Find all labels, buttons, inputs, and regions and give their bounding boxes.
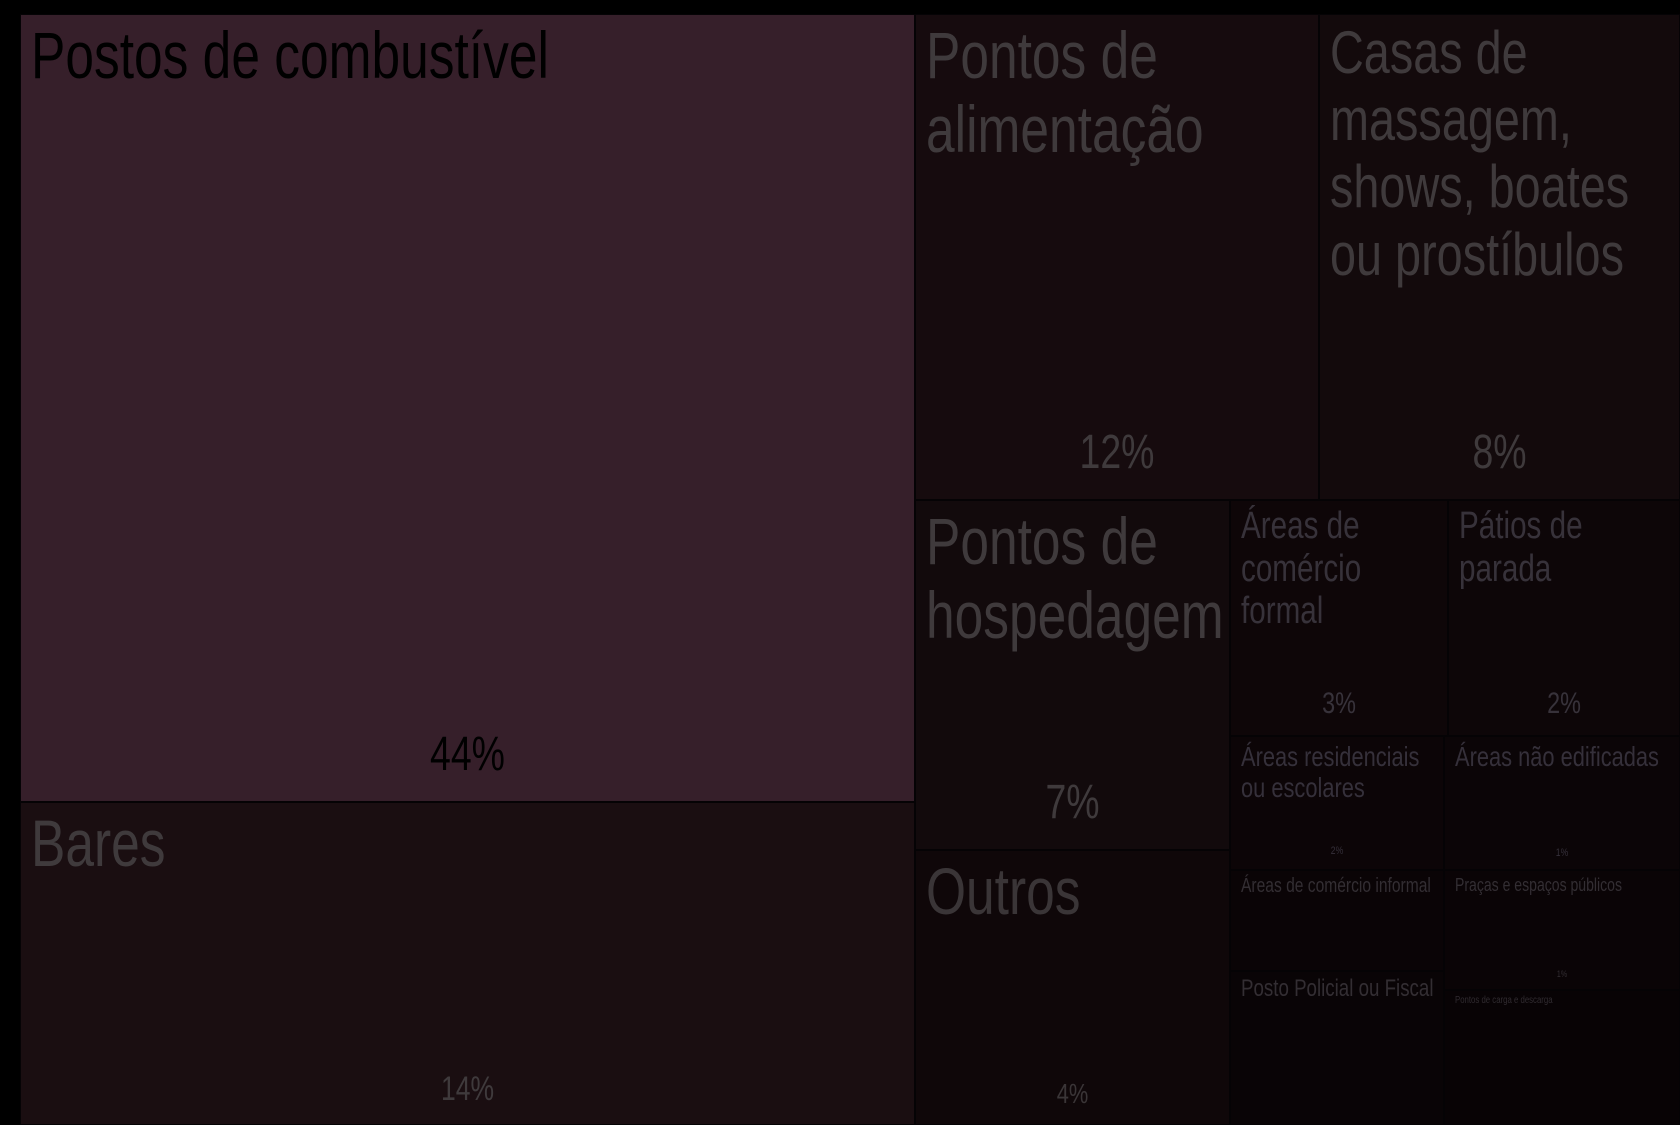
- tile-value-label: 2%: [1547, 687, 1581, 720]
- tile-value-label: 7%: [1045, 776, 1100, 829]
- treemap-tile-patios-de-parada: Pátios de parada 2%: [1448, 500, 1680, 736]
- treemap-chart: Postos de combustível 44% Bares 14% Pontos d…: [20, 14, 1680, 1125]
- tile-label: Pátios de parada: [1459, 505, 1583, 590]
- treemap-tile-bares: Bares 14%: [20, 802, 915, 1125]
- treemap-tile-pontos-de-alimentacao: Pontos de alimentação 12%: [915, 14, 1319, 500]
- tile-value-label: 1%: [1555, 847, 1569, 859]
- tile-label: Bares: [31, 806, 166, 880]
- tile-label: Áreas residenciais ou escolares: [1241, 741, 1420, 804]
- tile-value-label: 3%: [1322, 687, 1356, 720]
- tile-value-label: 44%: [430, 728, 505, 781]
- tile-label: Outros: [926, 854, 1081, 928]
- treemap-tile-areas-residenciais-ou-escolares: Áreas residenciais ou escolares 2%: [1230, 736, 1444, 870]
- treemap-tile-postos-de-combustivel: Postos de combustível 44%: [20, 14, 915, 802]
- tile-label: Posto Policial ou Fiscal: [1241, 975, 1434, 1002]
- tile-label: Pontos de alimentação: [926, 18, 1204, 166]
- treemap-tile-areas-de-comercio-formal: Áreas de comércio formal 3%: [1230, 500, 1448, 736]
- treemap-tile-areas-de-comercio-informal: Áreas de comércio informal: [1230, 870, 1444, 971]
- tile-label: Áreas de comércio formal: [1241, 505, 1362, 633]
- treemap-tile-casas-de-massagem-shows-boates-ou-prostibulos: Casas de massagem, shows, boates ou pros…: [1319, 14, 1680, 500]
- tile-label: Áreas não edificadas: [1455, 741, 1659, 772]
- tile-label: Áreas de comércio informal: [1241, 875, 1431, 897]
- tile-value-label: 8%: [1472, 426, 1527, 479]
- tile-label: Pontos de carga e descarga: [1455, 995, 1553, 1006]
- treemap-tile-pontos-de-hospedagem: Pontos de hospedagem 7%: [915, 500, 1230, 850]
- treemap-tile-posto-policial-ou-fiscal: Posto Policial ou Fiscal: [1230, 971, 1444, 1125]
- tile-value-label: 2%: [1330, 845, 1344, 857]
- tile-value-label: 1%: [1556, 969, 1568, 979]
- tile-label: Pontos de hospedagem: [926, 504, 1224, 652]
- tile-label: Postos de combustível: [31, 18, 549, 92]
- tile-value-label: 4%: [1056, 1078, 1089, 1109]
- tile-label: Casas de massagem, shows, boates ou pros…: [1330, 19, 1630, 288]
- treemap-tile-outros: Outros 4%: [915, 850, 1230, 1125]
- tile-value-label: 12%: [1079, 426, 1155, 479]
- treemap-tile-pontos-de-carga-e-descarga: Pontos de carga e descarga: [1444, 990, 1680, 1125]
- treemap-tile-areas-nao-edificadas: Áreas não edificadas 1%: [1444, 736, 1680, 870]
- tile-value-label: 14%: [440, 1070, 495, 1108]
- tile-label: Praças e espaços públicos: [1455, 875, 1623, 895]
- treemap-tile-pracas-e-espacos-publicos: Praças e espaços públicos 1%: [1444, 870, 1680, 990]
